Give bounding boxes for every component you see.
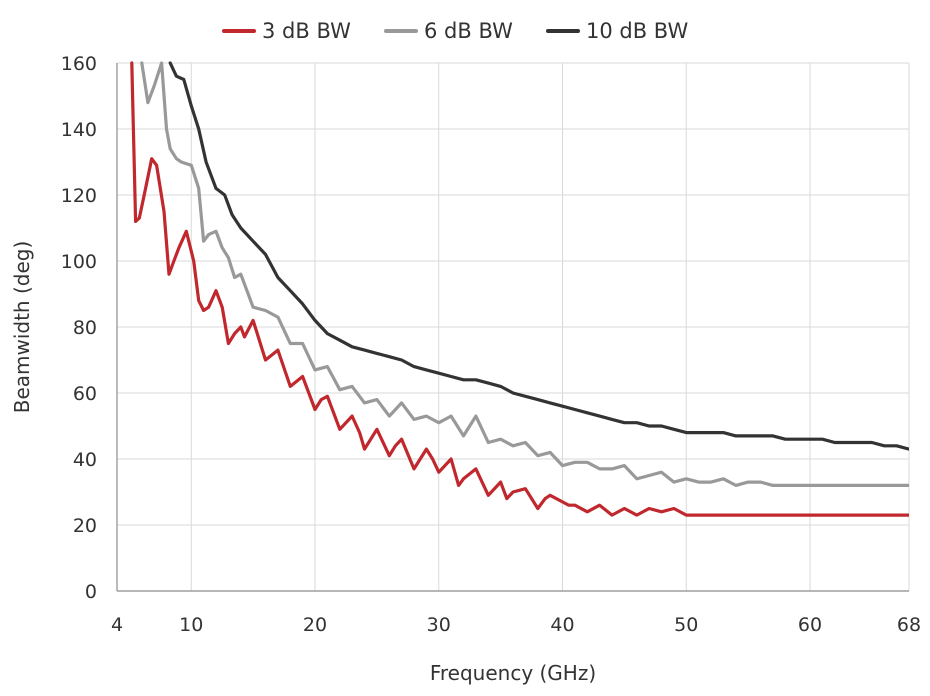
x-tick-label: 4	[111, 614, 123, 636]
x-tick-label: 68	[897, 614, 921, 636]
x-tick-label: 40	[550, 614, 574, 636]
x-tick-label: 60	[798, 614, 822, 636]
y-tick-label: 140	[61, 119, 97, 141]
legend: 3 dB BW 6 dB BW 10 dB BW	[222, 19, 688, 43]
grid	[117, 62, 910, 591]
series-line-3	[168, 61, 909, 451]
y-tick-label: 20	[73, 515, 97, 537]
series-group	[130, 61, 909, 517]
series-line-2	[140, 61, 909, 487]
y-tick-label: 160	[61, 53, 97, 75]
y-axis-title: Beamwidth (deg)	[10, 241, 34, 414]
series-line-1	[130, 61, 909, 517]
legend-label: 10 dB BW	[586, 19, 688, 43]
y-tick-label: 0	[85, 581, 97, 603]
y-tick-label: 60	[73, 383, 97, 405]
y-tick-label: 120	[61, 185, 97, 207]
x-axis-title: Frequency (GHz)	[430, 661, 596, 685]
axes: 0 20 40 60 80 100 120 140 160 4 10 20 30 40 50 60 68	[61, 53, 921, 636]
y-tick-label: 80	[73, 317, 97, 339]
legend-label: 6 dB BW	[424, 19, 513, 43]
y-tick-label: 40	[73, 449, 97, 471]
x-tick-label: 50	[674, 614, 698, 636]
x-tick-label: 20	[303, 614, 327, 636]
x-tick-label: 30	[427, 614, 451, 636]
y-tick-label: 100	[61, 251, 97, 273]
x-tick-label: 10	[179, 614, 203, 636]
legend-label: 3 dB BW	[262, 19, 351, 43]
